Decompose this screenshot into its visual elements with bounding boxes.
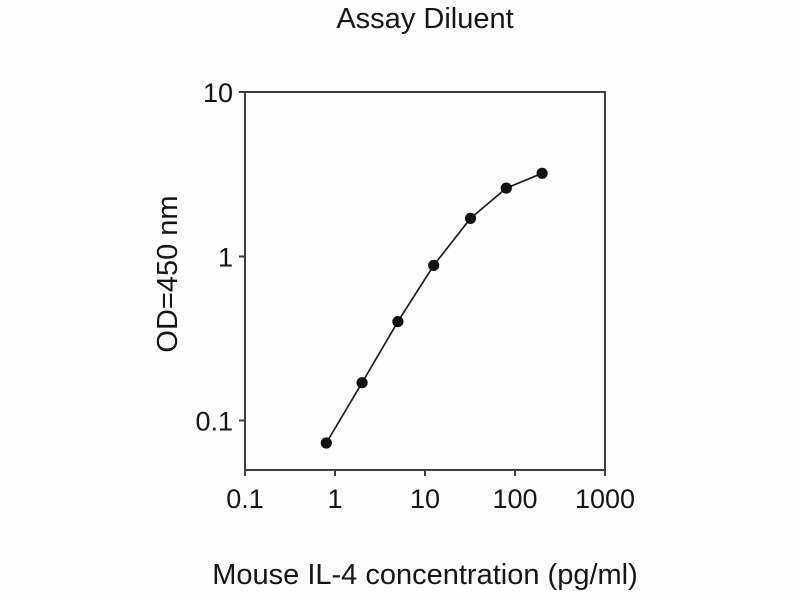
y-tick-label: 1 (218, 242, 233, 272)
plot-frame (244, 91, 606, 471)
x-tick-label: 1000 (575, 484, 635, 514)
data-point-2 (392, 316, 404, 328)
y-tick-label: 10 (203, 78, 233, 108)
y-tick-label: 0.1 (195, 407, 233, 437)
data-point-1 (356, 377, 368, 389)
data-point-3 (428, 259, 440, 271)
x-tick-label: 1 (327, 484, 342, 514)
data-point-6 (536, 167, 548, 179)
data-point-4 (464, 212, 477, 224)
chart-title: Assay Diluent (336, 3, 514, 35)
y-axis-title: OD=450 nm (152, 195, 184, 353)
x-tick-label: 100 (492, 484, 537, 514)
x-axis-title: Mouse IL-4 concentration (pg/ml) (212, 559, 638, 591)
x-tick-label: 0.1 (226, 484, 264, 514)
standard-curve-line (325, 172, 543, 444)
data-point-0 (320, 437, 332, 449)
x-tick-label: 10 (410, 484, 440, 514)
data-point-5 (500, 182, 512, 194)
